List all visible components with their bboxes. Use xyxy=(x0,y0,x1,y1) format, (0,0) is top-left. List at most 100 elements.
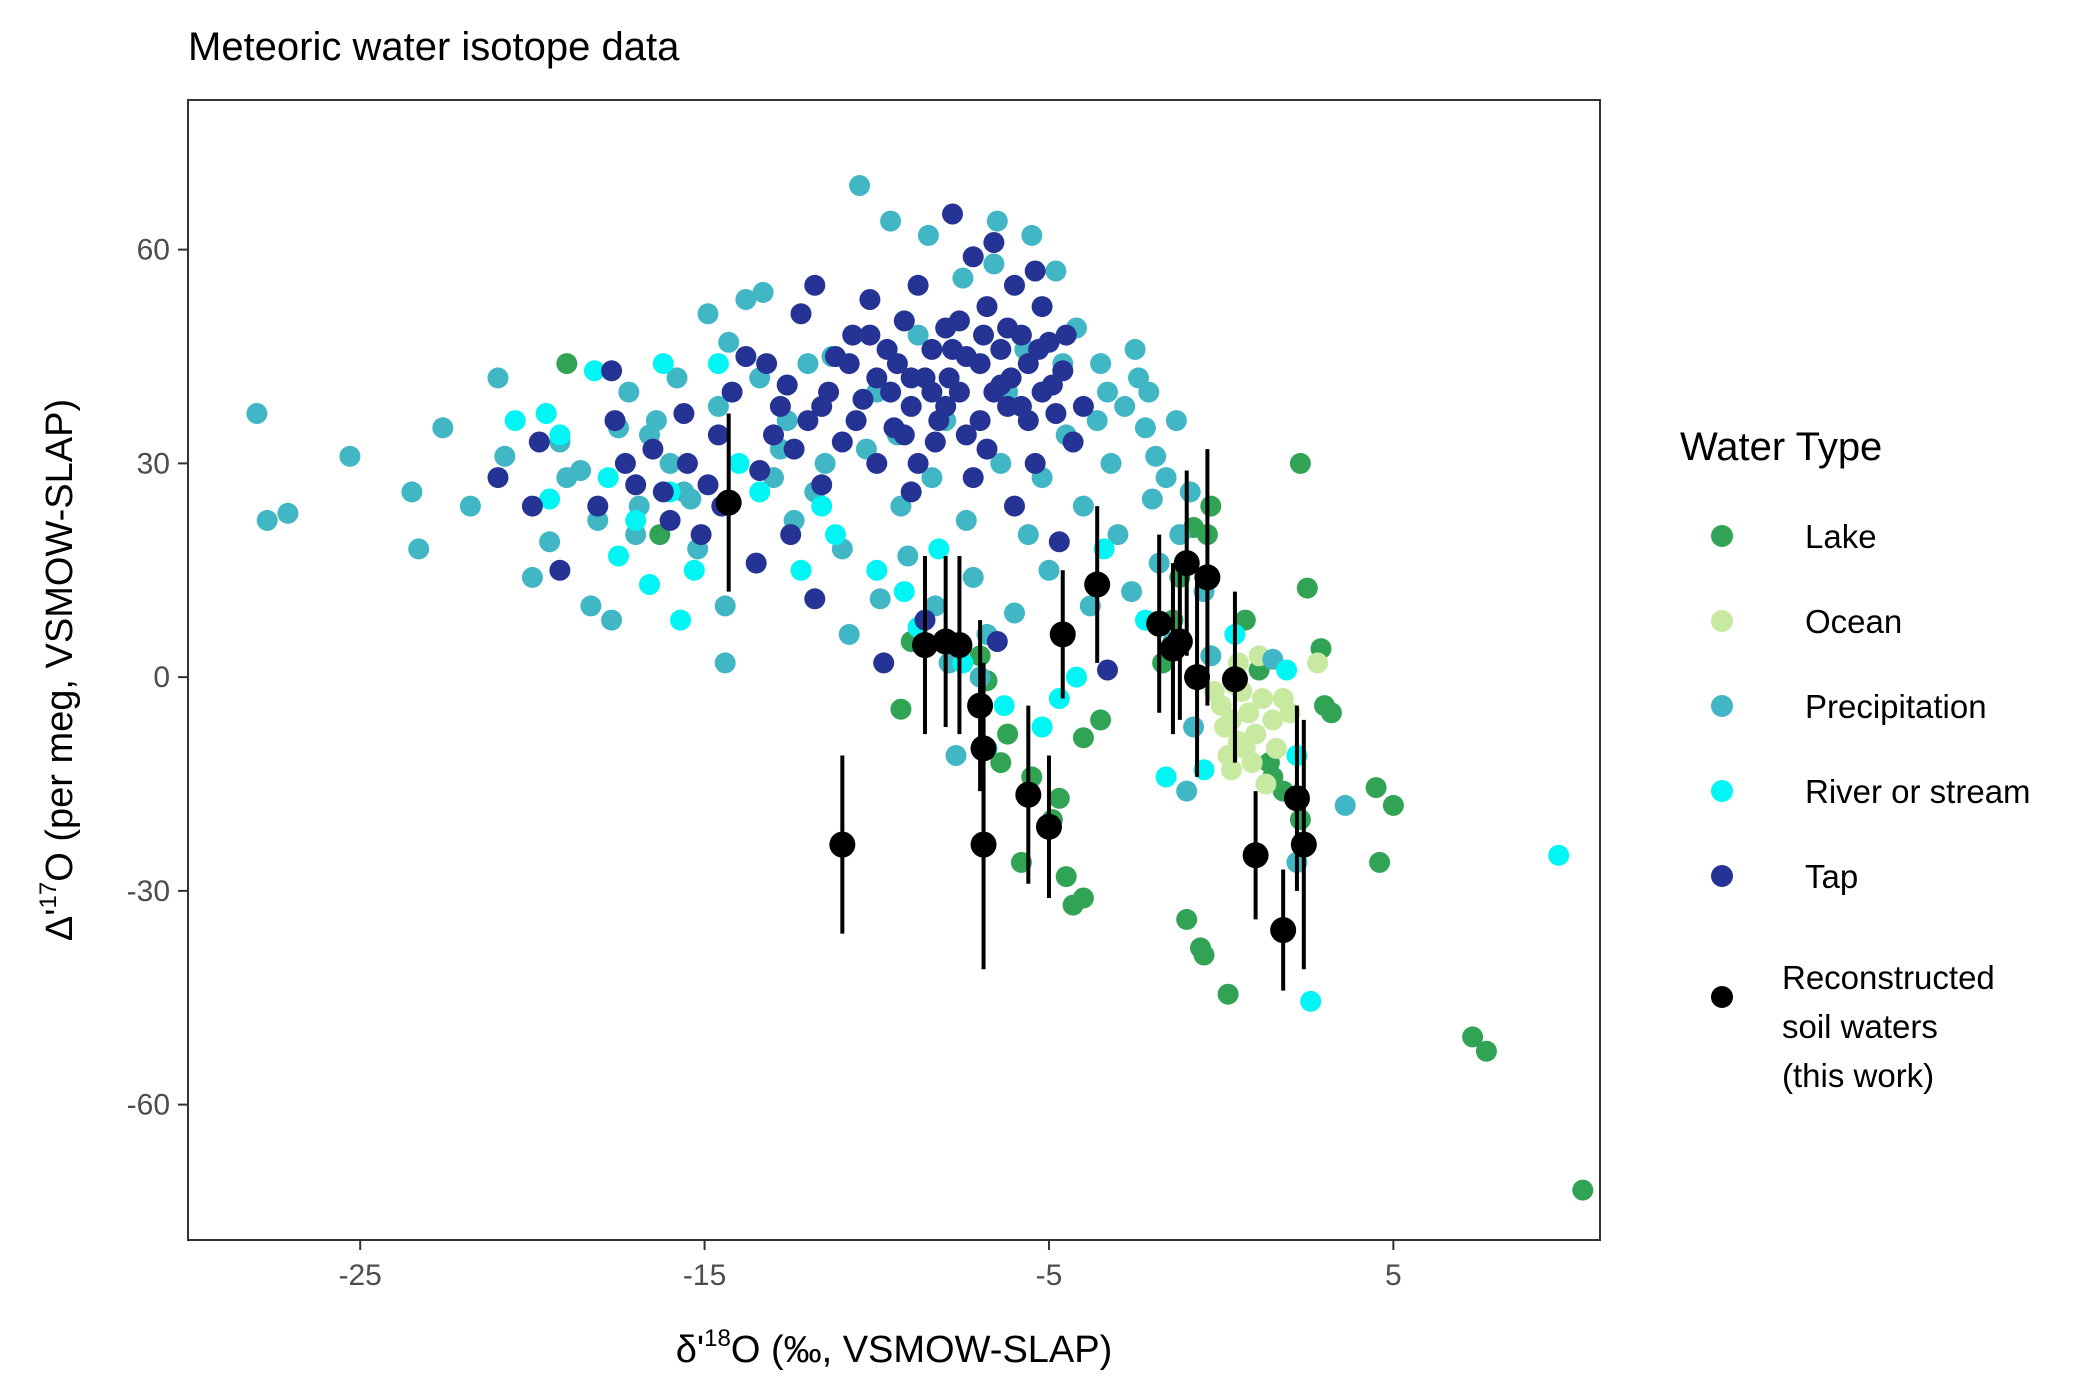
legend-key-reconstructed xyxy=(1711,986,1733,1008)
point-lake xyxy=(990,752,1012,774)
point-precipitation xyxy=(1086,410,1108,432)
point-ocean xyxy=(1265,737,1287,759)
reconstructed-point xyxy=(1015,781,1042,808)
point-precipitation xyxy=(838,623,860,645)
point-ocean xyxy=(1272,688,1294,709)
point-precipitation xyxy=(1155,467,1177,489)
legend: Water Type Lake Ocean Precipitation River o… xyxy=(1680,425,2031,1094)
point-precipitation xyxy=(952,267,974,289)
legend-label-reconstructed-line1: Reconstructed xyxy=(1782,959,1995,996)
point-river-or-stream xyxy=(1548,844,1570,866)
y-axis-title-base: Δ' xyxy=(39,908,81,941)
point-tap xyxy=(838,353,860,375)
point-precipitation xyxy=(907,324,929,346)
point-precipitation xyxy=(277,502,299,524)
point-tap xyxy=(845,410,867,432)
point-lake xyxy=(1200,495,1222,517)
point-tap xyxy=(763,424,784,446)
point-tap xyxy=(907,274,929,296)
point-ocean xyxy=(1221,759,1242,781)
legend-entry-reconstructed: Reconstructed soil waters (this work) xyxy=(1711,959,1995,1094)
point-tap xyxy=(601,360,623,382)
point-lake xyxy=(1572,1179,1594,1201)
point-tap xyxy=(735,346,757,367)
point-tap xyxy=(900,395,922,417)
reconstructed-point xyxy=(1194,564,1221,591)
point-precipitation xyxy=(880,210,902,232)
plot-area xyxy=(187,99,1601,1241)
point-precipitation xyxy=(1165,410,1187,432)
y-tick-label: -60 xyxy=(127,1089,170,1122)
y-tick-label: -30 xyxy=(127,875,170,908)
point-precipitation xyxy=(408,538,430,560)
point-lake xyxy=(1382,794,1404,816)
point-river-or-stream xyxy=(790,559,812,581)
reconstructed-point xyxy=(967,692,994,719)
point-precipitation xyxy=(659,452,681,474)
point-tap xyxy=(1010,324,1032,346)
legend-entry-tap: Tap xyxy=(1711,858,1858,895)
point-precipitation xyxy=(849,175,871,196)
point-river-or-stream xyxy=(597,467,619,489)
point-precipitation xyxy=(459,495,481,517)
point-tap xyxy=(673,403,695,424)
point-tap xyxy=(1055,324,1077,346)
point-precipitation xyxy=(869,588,891,610)
point-tap xyxy=(769,395,791,417)
point-precipitation xyxy=(945,745,967,766)
point-lake xyxy=(1217,983,1239,1005)
point-river-or-stream xyxy=(608,545,629,567)
point-tap xyxy=(1024,452,1046,474)
point-tap xyxy=(676,452,698,474)
reconstructed-point xyxy=(1049,621,1076,648)
legend-label-river-or-stream: River or stream xyxy=(1805,773,2031,810)
point-ocean xyxy=(1255,773,1277,795)
point-tap xyxy=(859,324,881,346)
point-tap xyxy=(1031,296,1053,318)
point-tap xyxy=(783,438,805,460)
point-tap xyxy=(969,353,991,375)
legend-entries: Lake Ocean Precipitation River or stream Tap xyxy=(1711,518,2031,895)
point-tap xyxy=(1028,338,1050,360)
point-precipitation xyxy=(1021,224,1043,246)
point-tap xyxy=(1045,403,1067,424)
point-precipitation xyxy=(1090,353,1112,375)
point-tap xyxy=(487,467,509,489)
point-precipitation xyxy=(1183,716,1205,738)
point-tap xyxy=(756,353,778,375)
reconstructed-point xyxy=(1184,664,1211,691)
point-precipitation xyxy=(570,460,592,481)
point-tap xyxy=(942,203,963,225)
point-precipitation xyxy=(1114,395,1136,417)
x-tick-label: 5 xyxy=(1385,1259,1402,1292)
point-lake xyxy=(1475,1040,1497,1062)
point-tap xyxy=(642,438,664,460)
point-tap xyxy=(797,410,819,432)
point-tap xyxy=(866,367,888,389)
reconstructed-point xyxy=(1166,628,1193,655)
point-precipitation xyxy=(1107,524,1129,546)
reconstructed-point xyxy=(1242,842,1269,869)
point-lake xyxy=(1072,727,1094,749)
reconstructed-point xyxy=(1173,550,1200,577)
point-precipitation xyxy=(718,331,740,353)
point-tap xyxy=(811,395,833,417)
point-tap xyxy=(1004,495,1025,517)
point-tap xyxy=(986,631,1008,652)
point-river-or-stream xyxy=(539,488,561,510)
point-tap xyxy=(811,474,833,496)
point-precipitation xyxy=(986,210,1008,232)
point-lake xyxy=(1314,695,1335,717)
point-precipitation xyxy=(401,481,423,503)
point-river-or-stream xyxy=(652,353,674,375)
point-river-or-stream xyxy=(1048,688,1070,709)
reconstructed-point xyxy=(1290,831,1317,858)
point-river-or-stream xyxy=(928,538,950,560)
point-precipitation xyxy=(962,566,984,588)
point-lake xyxy=(1055,866,1077,888)
point-precipitation xyxy=(1334,794,1356,816)
point-lake xyxy=(1369,851,1391,873)
point-tap xyxy=(780,524,802,546)
point-ocean xyxy=(1238,702,1260,724)
point-tap xyxy=(983,232,1005,253)
